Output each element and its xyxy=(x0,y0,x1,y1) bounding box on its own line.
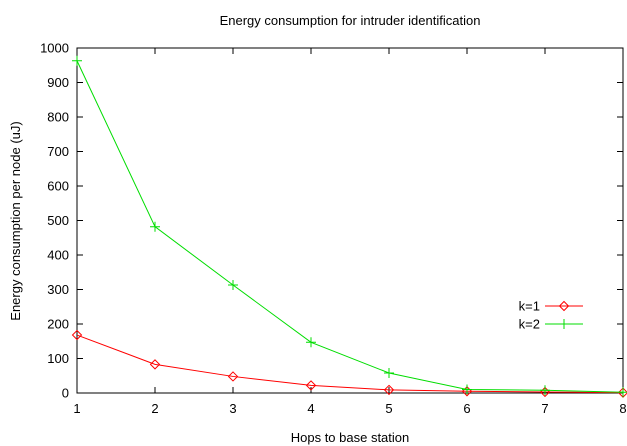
plot-frame xyxy=(76,47,624,394)
x-tick-label: 8 xyxy=(619,401,626,416)
series-line-k=1 xyxy=(76,334,624,394)
data-point-k=1 xyxy=(383,384,395,396)
y-tick-label: 600 xyxy=(47,179,69,194)
data-point-k=1 xyxy=(305,380,317,391)
data-point-k=1 xyxy=(149,359,161,370)
data-point-k=2 xyxy=(72,55,82,66)
data-point-k=2 xyxy=(228,280,238,291)
data-point-k=2 xyxy=(306,337,316,348)
y-tick-label: 800 xyxy=(47,110,69,125)
legend-label-k=2: k=2 xyxy=(519,317,540,332)
y-tick-label: 200 xyxy=(47,317,69,332)
y-tick-label: 1000 xyxy=(40,41,69,56)
x-tick-label: 5 xyxy=(385,401,392,416)
series-k=1 xyxy=(71,329,627,398)
series-layer xyxy=(71,55,627,398)
y-tick-label: 0 xyxy=(62,386,69,401)
y-tick-label: 500 xyxy=(47,213,69,228)
y-tick-label: 700 xyxy=(47,144,69,159)
y-axis: 0 100 200 300 400 500 600 700 800 900 1000 xyxy=(40,41,623,401)
data-point-k=1 xyxy=(71,329,83,341)
data-point-k=2 xyxy=(540,385,550,396)
series-line-k=2 xyxy=(76,60,624,393)
x-tick-label: 1 xyxy=(73,401,80,416)
legend-marker-k=2 xyxy=(559,319,569,329)
data-point-k=2 xyxy=(150,221,160,232)
x-tick-label: 6 xyxy=(463,401,470,416)
chart-title: Energy consumption for intruder identifi… xyxy=(220,13,481,28)
x-tick-label: 2 xyxy=(151,401,158,416)
data-point-k=1 xyxy=(227,371,239,382)
y-tick-label: 100 xyxy=(47,351,69,366)
y-tick-label: 400 xyxy=(47,248,69,263)
series-k=2 xyxy=(72,55,627,398)
y-axis-label: Energy consumption per node (uJ) xyxy=(8,121,23,320)
x-tick-label: 3 xyxy=(229,401,236,416)
y-tick-label: 900 xyxy=(47,75,69,90)
data-point-k=2 xyxy=(618,387,627,398)
y-tick-label: 300 xyxy=(47,282,69,297)
x-axis-label: Hops to base station xyxy=(291,430,410,445)
x-tick-label: 7 xyxy=(541,401,548,416)
legend-label-k=1: k=1 xyxy=(519,299,540,314)
data-point-k=2 xyxy=(384,367,394,378)
legend: k=1k=2 xyxy=(519,299,583,332)
data-point-k=2 xyxy=(462,384,472,395)
x-tick-label: 4 xyxy=(307,401,314,416)
plot-border xyxy=(76,47,624,394)
legend-marker-k=1 xyxy=(558,300,570,312)
